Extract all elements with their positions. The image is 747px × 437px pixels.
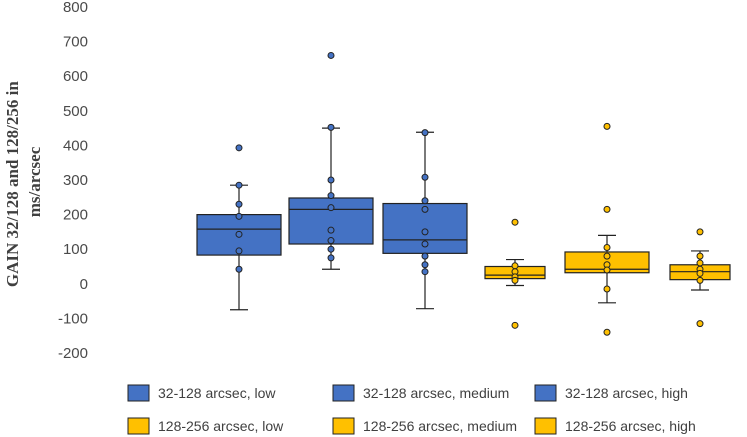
data-point	[327, 245, 335, 253]
data-point	[421, 129, 429, 137]
y-tick-label: -100	[58, 310, 88, 327]
legend-swatch	[127, 384, 150, 402]
legend-item-3: 32-128 arcsec, high	[534, 384, 688, 402]
box-1	[196, 144, 282, 311]
legend-swatch	[127, 417, 150, 435]
data-point	[327, 51, 335, 59]
legend-swatch	[534, 417, 557, 435]
data-point	[421, 252, 429, 260]
plot-area	[196, 51, 731, 336]
legend-item-1: 32-128 arcsec, low	[127, 384, 276, 402]
legend-swatch	[332, 417, 355, 435]
data-point	[511, 321, 519, 329]
box-2	[288, 51, 374, 270]
y-axis-label-line-2: ms/arcsec	[25, 146, 44, 217]
data-point	[235, 247, 243, 255]
data-point	[696, 320, 704, 328]
data-point	[235, 200, 243, 208]
data-point	[327, 237, 335, 245]
y-tick-label: -200	[58, 345, 88, 362]
data-point	[327, 176, 335, 184]
box-5	[564, 122, 650, 336]
data-point	[327, 226, 335, 234]
data-point	[235, 230, 243, 238]
y-tick-label: 500	[63, 103, 88, 120]
y-axis-label: GAIN 32/128 and 128/256 in ms/arcsec	[3, 77, 44, 287]
data-point	[421, 173, 429, 181]
data-point	[421, 228, 429, 236]
data-point	[421, 240, 429, 248]
legend-label: 32-128 arcsec, medium	[363, 385, 509, 401]
y-axis-ticks: -200 -100 0 100 200 300 400 500 600 700 800	[58, 0, 88, 362]
legend-item-5: 128-256 arcsec, medium	[332, 417, 517, 435]
data-point	[421, 205, 429, 213]
legend-label: 32-128 arcsec, low	[158, 385, 276, 401]
legend-label: 128-256 arcsec, low	[158, 418, 284, 434]
legend-item-6: 128-256 arcsec, high	[534, 417, 696, 435]
data-point	[603, 205, 611, 213]
data-point	[603, 122, 611, 130]
data-point	[421, 261, 429, 269]
data-point	[603, 266, 611, 274]
y-tick-label: 300	[63, 172, 88, 189]
data-point	[696, 252, 704, 260]
legend-swatch	[332, 384, 355, 402]
data-point	[696, 269, 704, 277]
y-tick-label: 200	[63, 207, 88, 224]
legend-item-2: 32-128 arcsec, medium	[332, 384, 509, 402]
data-point	[327, 254, 335, 262]
data-point	[421, 268, 429, 276]
data-point	[603, 252, 611, 260]
legend-item-4: 128-256 arcsec, low	[127, 417, 284, 435]
box-6	[669, 228, 731, 328]
box-4	[484, 218, 546, 329]
box-3	[382, 129, 468, 310]
data-point	[511, 276, 519, 284]
data-point	[235, 144, 243, 152]
legend: 32-128 arcsec, low 32-128 arcsec, medium 3…	[127, 384, 696, 435]
data-point	[421, 197, 429, 205]
y-axis-label-line-1: GAIN 32/128 and 128/256 in	[3, 81, 22, 287]
data-point	[603, 285, 611, 293]
legend-label: 32-128 arcsec, high	[565, 385, 688, 401]
data-point	[603, 328, 611, 336]
y-tick-label: 100	[63, 241, 88, 258]
data-point	[696, 228, 704, 236]
data-point	[511, 218, 519, 226]
data-point	[327, 204, 335, 212]
y-tick-label: 700	[63, 34, 88, 51]
legend-label: 128-256 arcsec, medium	[363, 418, 517, 434]
data-point	[235, 212, 243, 220]
data-point	[603, 243, 611, 251]
y-tick-label: 800	[63, 0, 88, 16]
data-point	[696, 276, 704, 284]
y-tick-label: 400	[63, 137, 88, 154]
y-tick-label: 600	[63, 68, 88, 85]
data-point	[327, 123, 335, 131]
legend-label: 128-256 arcsec, high	[565, 418, 696, 434]
data-point	[511, 262, 519, 270]
data-point	[235, 181, 243, 189]
legend-swatch	[534, 384, 557, 402]
data-point	[327, 192, 335, 200]
data-point	[235, 265, 243, 273]
data-point	[696, 259, 704, 267]
y-tick-label: 0	[80, 276, 88, 293]
